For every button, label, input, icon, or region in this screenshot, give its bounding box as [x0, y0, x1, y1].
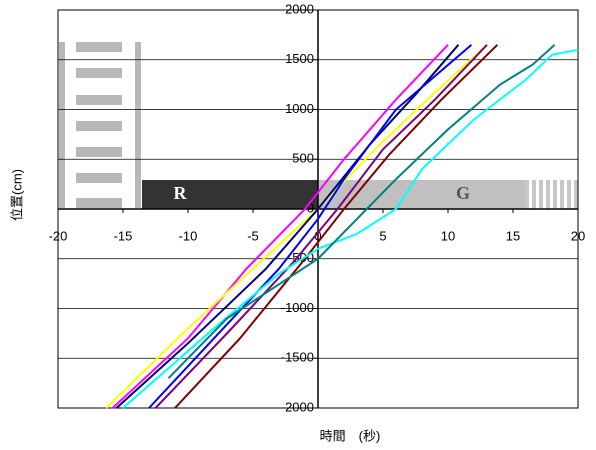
- crosswalk-stripe: [76, 68, 122, 78]
- x-tick-label: -10: [179, 228, 198, 243]
- red-label: R: [174, 183, 188, 203]
- amber-stripes: [525, 180, 578, 209]
- y-tick-label: 500: [292, 151, 314, 166]
- stripe: [536, 180, 539, 209]
- x-axis-title: 時間 (秒): [320, 428, 381, 443]
- page: {"chart_data": {"type": "line", "xlabel"…: [0, 0, 596, 450]
- y-tick-label: -2000: [281, 399, 314, 414]
- x-tick-label: 15: [506, 228, 520, 243]
- crosswalk-stripe: [76, 95, 122, 105]
- trajectory: [156, 45, 488, 408]
- y-tick-label: -1500: [281, 350, 314, 365]
- green-label: G: [456, 183, 470, 203]
- y-tick-label: 2000: [285, 1, 314, 16]
- trajectory: [175, 45, 497, 408]
- stripe: [564, 180, 567, 209]
- stripe: [543, 180, 546, 209]
- y-tick-label: -1000: [281, 300, 314, 315]
- stripe: [550, 180, 553, 209]
- crosswalk-stripe: [76, 147, 122, 157]
- crosswalk-edge: [59, 42, 65, 208]
- crosswalk-stripe: [76, 173, 122, 183]
- stripe: [529, 180, 532, 209]
- x-tick-label: -20: [49, 228, 68, 243]
- crosswalk-stripe: [76, 198, 122, 208]
- x-tick-label: 5: [379, 228, 386, 243]
- y-tick-label: 1000: [285, 101, 314, 116]
- y-axis-title: 位置(cm): [9, 169, 24, 221]
- x-tick-label: 20: [571, 228, 585, 243]
- x-tick-label: -15: [114, 228, 133, 243]
- crosswalk: [59, 42, 141, 208]
- crosswalk-stripe: [76, 42, 122, 52]
- crosswalk-stripe: [76, 121, 122, 131]
- crosswalk-edge: [135, 42, 141, 208]
- chart: R G 位置(cm) 時間 (秒) -2000-1500-1000-500050…: [0, 0, 596, 450]
- trajectory: [169, 45, 555, 378]
- y-tick-label: 1500: [285, 51, 314, 66]
- stripe: [557, 180, 560, 209]
- x-tick-label: 10: [441, 228, 455, 243]
- stripe: [571, 180, 574, 209]
- x-tick-label: -5: [247, 228, 259, 243]
- red-phase-bar: [142, 180, 318, 209]
